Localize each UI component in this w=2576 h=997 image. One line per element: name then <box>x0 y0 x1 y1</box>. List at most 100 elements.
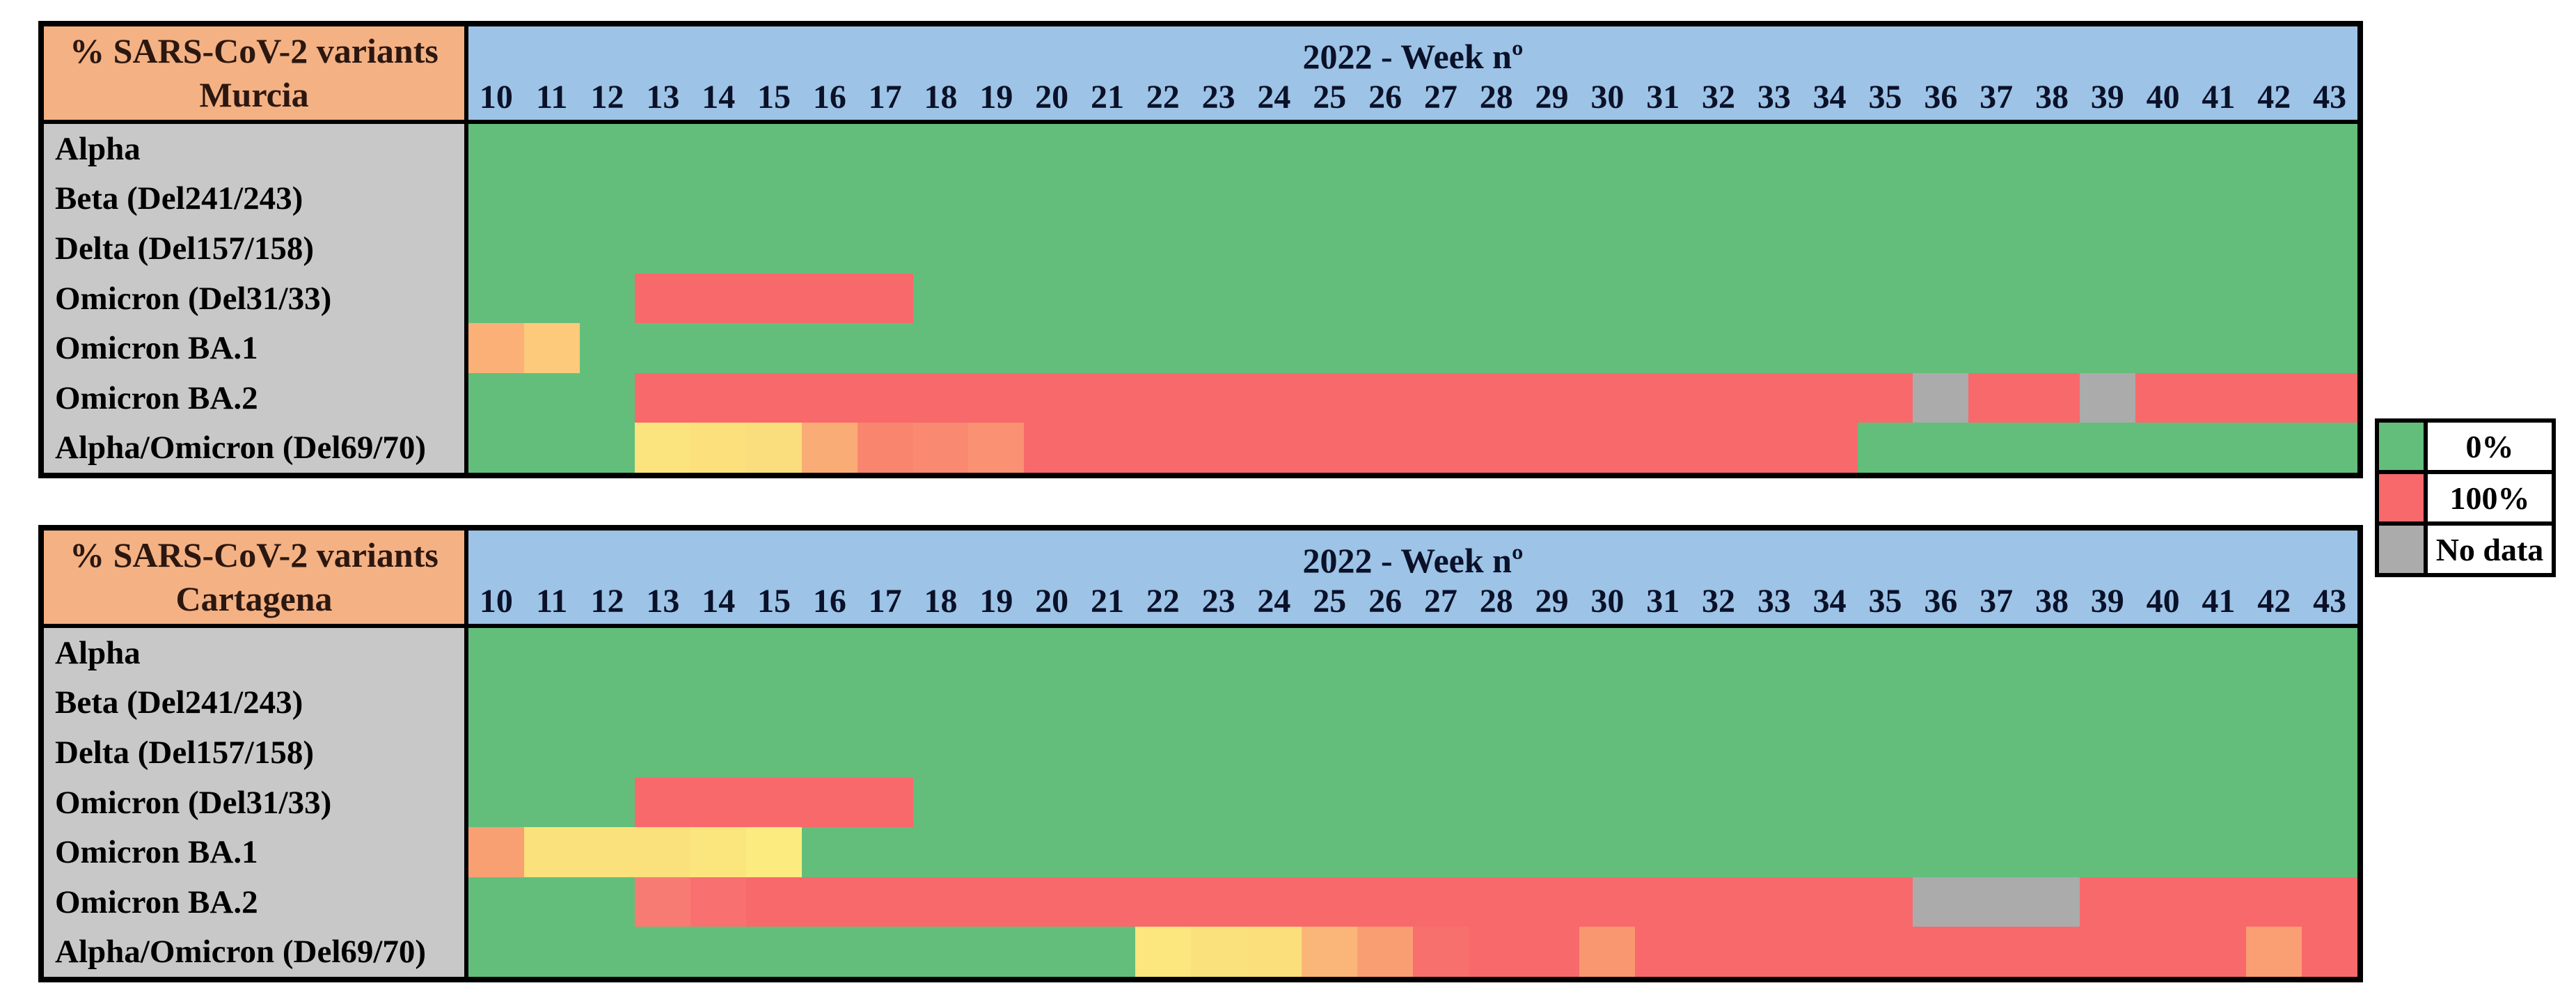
heatmap-cell-alpha-w13 <box>635 124 691 174</box>
heatmap-cell-beta-del241-243--w19 <box>968 677 1025 728</box>
heatmap-cell-alpha-w28 <box>1468 628 1524 678</box>
week-label-17: 17 <box>868 78 902 116</box>
heatmap-cell-beta-del241-243--w12 <box>579 173 635 224</box>
heatmap-cell-beta-del241-243--w11 <box>523 173 580 224</box>
heatmap-cell-beta-del241-243--w14 <box>690 677 747 728</box>
heatmap-cell-omicron-ba.1-w28 <box>1468 827 1524 877</box>
heatmap-cell-alpha-w14 <box>690 124 747 174</box>
heatmap-cell-omicron-ba.2-w25 <box>1302 372 1358 423</box>
heatmap-cell-omicron-del31-33--w37 <box>1968 777 2025 828</box>
variant-row-label: Alpha/Omicron (Del69/70) <box>55 430 427 466</box>
heatmap-cell-beta-del241-243--w25 <box>1302 173 1358 224</box>
heatmap-cell-delta-del157-158--w34 <box>1801 728 1858 778</box>
heatmap-cell-omicron-del31-33--w30 <box>1579 273 1636 324</box>
heatmap-cell-omicron-ba.2-w40 <box>2135 877 2191 927</box>
heatmap-cell-delta-del157-158--w40 <box>2135 223 2191 274</box>
week-label-16: 16 <box>812 582 846 620</box>
week-label-13: 13 <box>646 78 680 116</box>
heatmap-cell-beta-del241-243--w33 <box>1746 677 1802 728</box>
heatmap-cell-alpha-omicron-del69-70--w15 <box>746 423 802 473</box>
heatmap-cell-delta-del157-158--w12 <box>579 728 635 778</box>
week-label-18: 18 <box>924 78 958 116</box>
heatmap-cell-omicron-ba.1-w32 <box>1691 323 1746 373</box>
heatmap-cell-omicron-ba.2-w34 <box>1801 877 1858 927</box>
heatmap-cell-alpha-omicron-del69-70--w12 <box>579 423 635 473</box>
heatmap-cell-alpha-w36 <box>1913 628 1969 678</box>
heatmap-cell-omicron-ba.1-w27 <box>1413 827 1469 877</box>
heatmap-cell-delta-del157-158--w36 <box>1913 728 1969 778</box>
week-label-13: 13 <box>646 582 680 620</box>
heatmap-cell-omicron-del31-33--w30 <box>1579 777 1636 828</box>
heatmap-cell-omicron-ba.1-w33 <box>1746 323 1802 373</box>
heatmap-cell-omicron-ba.2-w23 <box>1190 372 1247 423</box>
heatmap-cell-omicron-del31-33--w27 <box>1413 777 1469 828</box>
heatmap-cell-alpha-omicron-del69-70--w42 <box>2246 423 2302 473</box>
heatmap-cell-beta-del241-243--w40 <box>2135 173 2191 224</box>
heatmap-cell-omicron-ba.1-w30 <box>1579 827 1636 877</box>
week-label-20: 20 <box>1035 582 1069 620</box>
heatmap-cell-omicron-del31-33--w27 <box>1413 273 1469 324</box>
heatmap-cell-omicron-ba.2-w24 <box>1246 372 1302 423</box>
heatmap-cell-alpha-w32 <box>1691 628 1746 678</box>
heatmap-cell-alpha-w18 <box>912 124 969 174</box>
week-label-22: 22 <box>1146 582 1180 620</box>
heatmap-cell-omicron-del31-33--w39 <box>2079 777 2135 828</box>
heatmap-cell-beta-del241-243--w31 <box>1635 173 1691 224</box>
heatmap-cell-alpha-omicron-del69-70--w20 <box>1024 927 1080 977</box>
heatmap-cell-alpha-omicron-del69-70--w23 <box>1190 423 1247 473</box>
heatmap-cell-alpha-omicron-del69-70--w24 <box>1246 927 1302 977</box>
heatmap-cell-omicron-ba.2-w16 <box>801 877 858 927</box>
heatmap-cell-omicron-del31-33--w15 <box>746 273 802 324</box>
heatmap-cell-omicron-ba.2-w16 <box>801 372 858 423</box>
heatmap-cell-omicron-ba.2-w14 <box>690 372 747 423</box>
heatmap-cell-omicron-ba.2-w21 <box>1080 372 1135 423</box>
week-label-17: 17 <box>868 582 902 620</box>
heatmap-cell-alpha-w24 <box>1246 628 1302 678</box>
heatmap-cell-delta-del157-158--w16 <box>801 728 858 778</box>
heatmap-cell-alpha-w27 <box>1413 124 1469 174</box>
heatmap-cell-omicron-ba.1-w18 <box>912 827 969 877</box>
heatmap-cell-omicron-ba.2-w30 <box>1579 372 1636 423</box>
heatmap-cell-alpha-omicron-del69-70--w16 <box>801 423 858 473</box>
variant-row-label: Alpha <box>55 634 141 671</box>
heatmap-cell-delta-del157-158--w15 <box>746 728 802 778</box>
heatmap-cell-beta-del241-243--w34 <box>1801 173 1858 224</box>
variant-row-label: Omicron BA.2 <box>55 379 258 416</box>
heatmap-cell-omicron-del31-33--w25 <box>1302 273 1358 324</box>
week-label-29: 29 <box>1535 78 1569 116</box>
heatmap-cell-omicron-del31-33--w22 <box>1135 777 1191 828</box>
heatmap-cell-omicron-ba.1-w39 <box>2079 323 2135 373</box>
heatmap-cell-omicron-ba.1-w40 <box>2135 827 2191 877</box>
heatmap-cell-delta-del157-158--w28 <box>1468 728 1524 778</box>
color-legend: 0% 100% No data <box>2375 418 2556 577</box>
week-label-21: 21 <box>1090 582 1124 620</box>
heatmap-cell-beta-del241-243--w17 <box>857 173 913 224</box>
heatmap-cell-delta-del157-158--w32 <box>1691 728 1746 778</box>
heatmap-cell-omicron-ba.1-w42 <box>2246 323 2302 373</box>
heatmap-cell-beta-del241-243--w24 <box>1246 173 1302 224</box>
heatmap-cell-alpha-omicron-del69-70--w21 <box>1080 423 1135 473</box>
heatmap-cell-beta-del241-243--w27 <box>1413 173 1469 224</box>
heatmap-cell-alpha-w34 <box>1801 124 1858 174</box>
heatmap-cell-alpha-w20 <box>1024 124 1080 174</box>
week-header-title: 2022 - Week nº <box>1302 541 1524 580</box>
week-label-12: 12 <box>590 582 624 620</box>
heatmap-cell-alpha-w15 <box>746 628 802 678</box>
heatmap-cell-delta-del157-158--w10 <box>468 223 524 274</box>
variant-row-label: Omicron (Del31/33) <box>55 280 332 317</box>
heatmap-cell-omicron-del31-33--w25 <box>1302 777 1358 828</box>
heatmap-cell-alpha-omicron-del69-70--w40 <box>2135 423 2191 473</box>
heatmap-cell-alpha-w22 <box>1135 124 1191 174</box>
table-title-cartagena: % SARS-CoV-2 variants Cartagena <box>44 531 468 628</box>
heatmap-cell-omicron-del31-33--w11 <box>523 777 580 828</box>
heatmap-cell-beta-del241-243--w37 <box>1968 173 2025 224</box>
heatmap-cell-beta-del241-243--w33 <box>1746 173 1802 224</box>
heatmap-cell-omicron-ba.2-w41 <box>2190 372 2247 423</box>
heatmap-cell-beta-del241-243--w11 <box>523 677 580 728</box>
heatmap-cell-alpha-omicron-del69-70--w11 <box>523 927 580 977</box>
heatmap-table-cartagena: % SARS-CoV-2 variants Cartagena 2022 - W… <box>38 525 2363 982</box>
heatmap-cell-delta-del157-158--w30 <box>1579 223 1636 274</box>
heatmap-cell-delta-del157-158--w41 <box>2190 223 2247 274</box>
heatmap-cell-delta-del157-158--w22 <box>1135 728 1191 778</box>
heatmap-cell-delta-del157-158--w38 <box>2024 728 2080 778</box>
